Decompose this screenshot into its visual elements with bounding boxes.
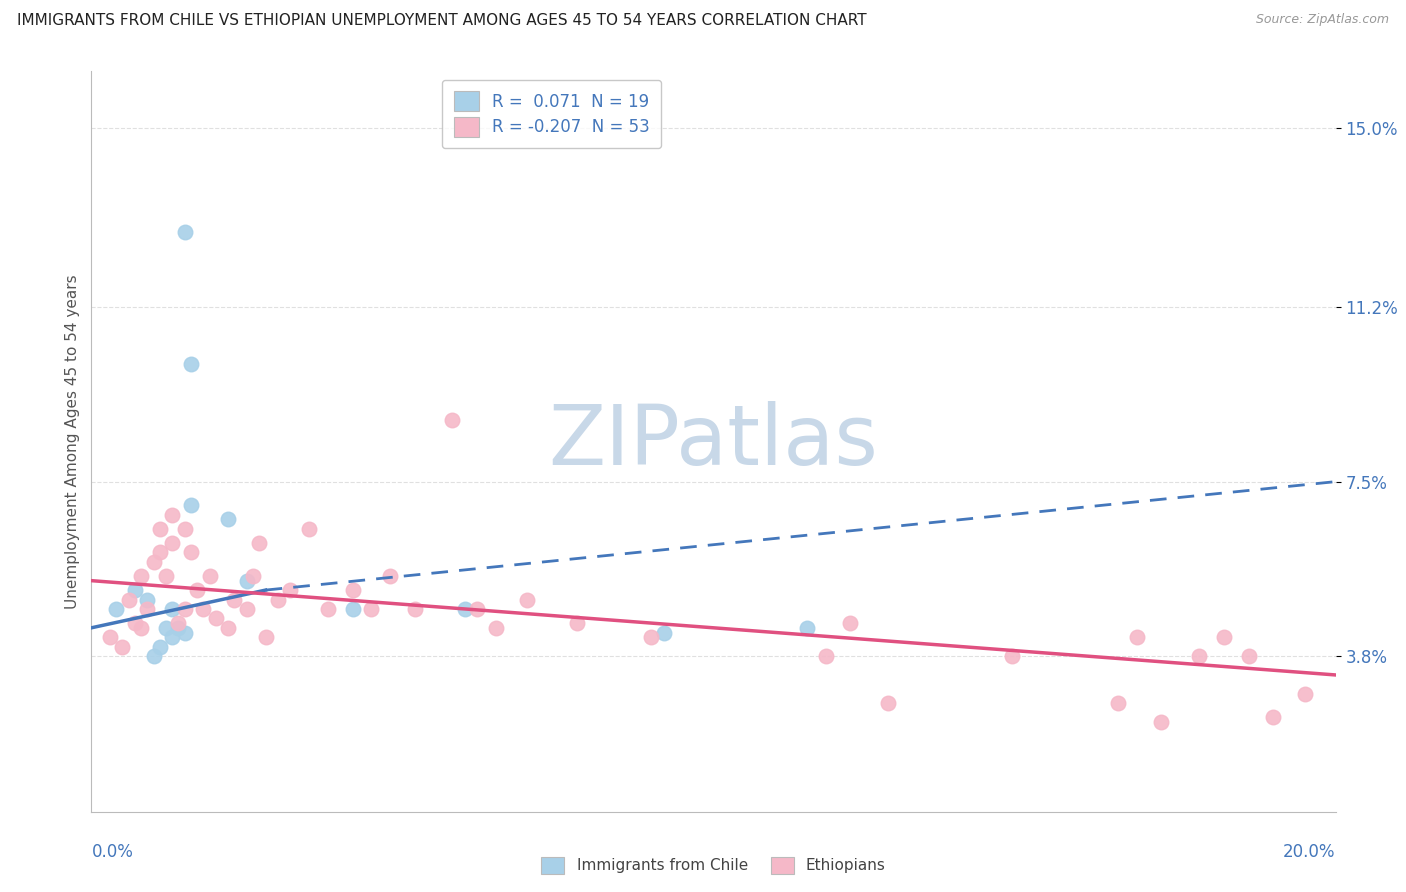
Point	[453, 602, 475, 616]
Point	[186, 583, 208, 598]
Point	[814, 649, 837, 664]
Point	[105, 602, 128, 616]
Point	[155, 569, 177, 583]
Point	[155, 621, 177, 635]
Point	[1125, 630, 1147, 644]
Point	[565, 616, 588, 631]
Text: 0.0%: 0.0%	[91, 843, 134, 861]
Point	[180, 357, 202, 371]
Point	[217, 512, 239, 526]
Point	[180, 498, 202, 512]
Point	[167, 621, 190, 635]
Point	[149, 545, 172, 559]
Point	[242, 569, 264, 583]
Text: 20.0%: 20.0%	[1284, 843, 1336, 861]
Point	[280, 583, 302, 598]
Point	[167, 616, 190, 631]
Point	[142, 555, 165, 569]
Point	[267, 592, 290, 607]
Point	[173, 625, 195, 640]
Point	[111, 640, 134, 654]
Point	[1150, 715, 1173, 730]
Point	[180, 545, 202, 559]
Point	[124, 583, 146, 598]
Point	[136, 602, 159, 616]
Point	[118, 592, 141, 607]
Point	[1107, 696, 1129, 710]
Point	[162, 536, 184, 550]
Point	[162, 602, 184, 616]
Text: ZIPatlas: ZIPatlas	[548, 401, 879, 482]
Point	[162, 508, 184, 522]
Legend: Immigrants from Chile, Ethiopians: Immigrants from Chile, Ethiopians	[534, 849, 893, 882]
Point	[136, 592, 159, 607]
Point	[1188, 649, 1211, 664]
Point	[1263, 710, 1285, 724]
Point	[217, 621, 239, 635]
Point	[485, 621, 508, 635]
Point	[1294, 687, 1316, 701]
Point	[162, 630, 184, 644]
Point	[124, 616, 146, 631]
Point	[465, 602, 488, 616]
Point	[98, 630, 121, 644]
Point	[129, 569, 152, 583]
Point	[129, 621, 152, 635]
Point	[1001, 649, 1024, 664]
Point	[236, 602, 259, 616]
Point	[652, 625, 675, 640]
Point	[149, 640, 172, 654]
Point	[198, 569, 221, 583]
Point	[1237, 649, 1260, 664]
Point	[404, 602, 426, 616]
Point	[142, 649, 165, 664]
Text: IMMIGRANTS FROM CHILE VS ETHIOPIAN UNEMPLOYMENT AMONG AGES 45 TO 54 YEARS CORREL: IMMIGRANTS FROM CHILE VS ETHIOPIAN UNEMP…	[17, 13, 866, 29]
Point	[173, 602, 195, 616]
Point	[876, 696, 898, 710]
Point	[839, 616, 862, 631]
Point	[224, 592, 246, 607]
Point	[205, 611, 228, 625]
Point	[316, 602, 339, 616]
Point	[796, 621, 818, 635]
Point	[640, 630, 662, 644]
Point	[1212, 630, 1234, 644]
Point	[360, 602, 382, 616]
Text: Source: ZipAtlas.com: Source: ZipAtlas.com	[1256, 13, 1389, 27]
Point	[193, 602, 215, 616]
Point	[441, 413, 464, 427]
Y-axis label: Unemployment Among Ages 45 to 54 years: Unemployment Among Ages 45 to 54 years	[65, 274, 80, 609]
Point	[516, 592, 538, 607]
Point	[298, 522, 321, 536]
Point	[342, 583, 364, 598]
Point	[342, 602, 364, 616]
Point	[254, 630, 277, 644]
Point	[378, 569, 401, 583]
Point	[236, 574, 259, 588]
Point	[247, 536, 270, 550]
Point	[173, 522, 195, 536]
Point	[173, 225, 195, 239]
Point	[149, 522, 172, 536]
